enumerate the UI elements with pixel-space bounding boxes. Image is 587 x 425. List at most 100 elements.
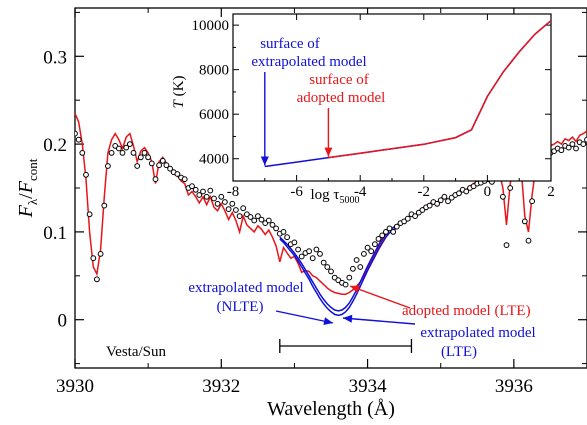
surface-extrap-label-2: extrapolated model (251, 54, 366, 70)
observed-point (119, 150, 126, 156)
observed-point (573, 145, 579, 152)
observed-point (445, 198, 451, 205)
extrap-lte-arrow (342, 317, 416, 325)
inset-x-label-log: log τ (311, 187, 340, 203)
adopted-model-arrow-head (350, 285, 360, 293)
observed-point (141, 150, 148, 156)
observed-point (240, 205, 247, 212)
observed-point (500, 193, 506, 200)
inset-x-tick-label: 2 (547, 184, 555, 200)
observed-point (134, 163, 141, 169)
observed-point (324, 264, 331, 270)
extrap-nlte-label-2: (NLTE) (217, 299, 264, 315)
y-label-f2: F (15, 180, 37, 194)
adopted-model-label: adopted model (LTE) (402, 303, 531, 319)
observed-point (167, 165, 174, 172)
observed-point (145, 154, 152, 161)
observed-point (426, 202, 433, 209)
observed-point (218, 193, 225, 200)
observed-point (86, 211, 93, 218)
inset-y-label-unit: (K) (171, 76, 187, 101)
observed-point (390, 229, 397, 235)
inset-series-line-1 (328, 20, 551, 159)
observed-point (75, 130, 78, 137)
observed-point (159, 157, 166, 164)
x-tick-label: 3932 (202, 376, 240, 397)
observed-point (306, 248, 313, 255)
x-axis-label: Wavelength (Å) (267, 398, 395, 420)
inset-y-tick-label: 8000 (199, 63, 229, 79)
observed-point (565, 144, 572, 151)
observed-point (401, 218, 408, 225)
observed-point (269, 222, 276, 228)
observed-point (247, 214, 254, 220)
observed-point (273, 225, 280, 232)
observed-point (163, 162, 170, 169)
observed-point (265, 217, 272, 224)
observed-point (503, 242, 510, 249)
series-line-2 (279, 220, 405, 317)
observed-point (94, 276, 100, 283)
surface-adopted-arrow-head (324, 147, 333, 157)
extrap-nlte-arrow (275, 310, 334, 324)
observed-point (207, 187, 214, 194)
inset-y-axis-label: T (K) (171, 76, 187, 109)
observed-point (441, 193, 448, 200)
observed-point (386, 225, 393, 232)
observed-point (196, 192, 203, 198)
x-tick-label: 3934 (349, 376, 388, 397)
observed-point (313, 246, 320, 253)
observed-point (258, 216, 265, 223)
extrap-nlte-arrow-head (323, 317, 333, 326)
observed-point (456, 190, 462, 197)
observed-point (346, 274, 353, 281)
observed-point (368, 248, 375, 255)
observed-point (101, 202, 108, 209)
observed-point (383, 229, 389, 235)
observed-point (463, 188, 470, 195)
observed-point (105, 163, 111, 169)
observed-point (203, 193, 210, 200)
observed-point (108, 150, 115, 156)
adopted-model-arrow (349, 285, 411, 309)
observed-point (189, 183, 195, 190)
observed-point (280, 229, 287, 235)
extrap-lte-label-2: (LTE) (441, 344, 477, 360)
observed-point (284, 234, 291, 241)
observed-point (558, 147, 565, 154)
observed-point (342, 281, 349, 288)
inset-y-tick-label: 6000 (199, 107, 229, 123)
surface-extrap-label-1: surface of (260, 36, 320, 52)
y-tick-label: 0 (58, 311, 68, 332)
inset-x-axis-label: log τ5000 (311, 187, 360, 206)
observed-point (222, 199, 228, 205)
observed-point (75, 136, 82, 143)
observed-point (211, 195, 217, 202)
observed-point (317, 251, 323, 257)
extrap-nlte-label-1: extrapolated model (188, 280, 303, 296)
observed-point (130, 150, 137, 156)
observed-point (412, 213, 419, 220)
observed-point (255, 213, 261, 220)
observed-point (357, 264, 364, 270)
observed-point (350, 265, 356, 272)
observed-point (225, 206, 232, 213)
observed-point (123, 144, 130, 151)
y-label-f: F (15, 204, 37, 218)
observed-point (192, 186, 199, 193)
y-tick-label: 0.2 (43, 135, 67, 156)
observed-point (236, 213, 243, 220)
observed-point (521, 218, 528, 225)
vesta-label: Vesta/Sun (106, 344, 167, 360)
observed-point (434, 200, 441, 207)
observed-point (83, 171, 89, 178)
y-label-lambda: λ (25, 198, 40, 205)
observed-point (148, 160, 155, 167)
inset-y-tick-label: 10000 (192, 18, 230, 34)
inset-y-tick-label: 4000 (199, 152, 229, 168)
observed-point (90, 255, 97, 262)
surface-adopted-label-2: adopted model (297, 90, 386, 106)
inset-x-tick-label: 0 (484, 184, 492, 200)
observed-point (79, 150, 86, 156)
